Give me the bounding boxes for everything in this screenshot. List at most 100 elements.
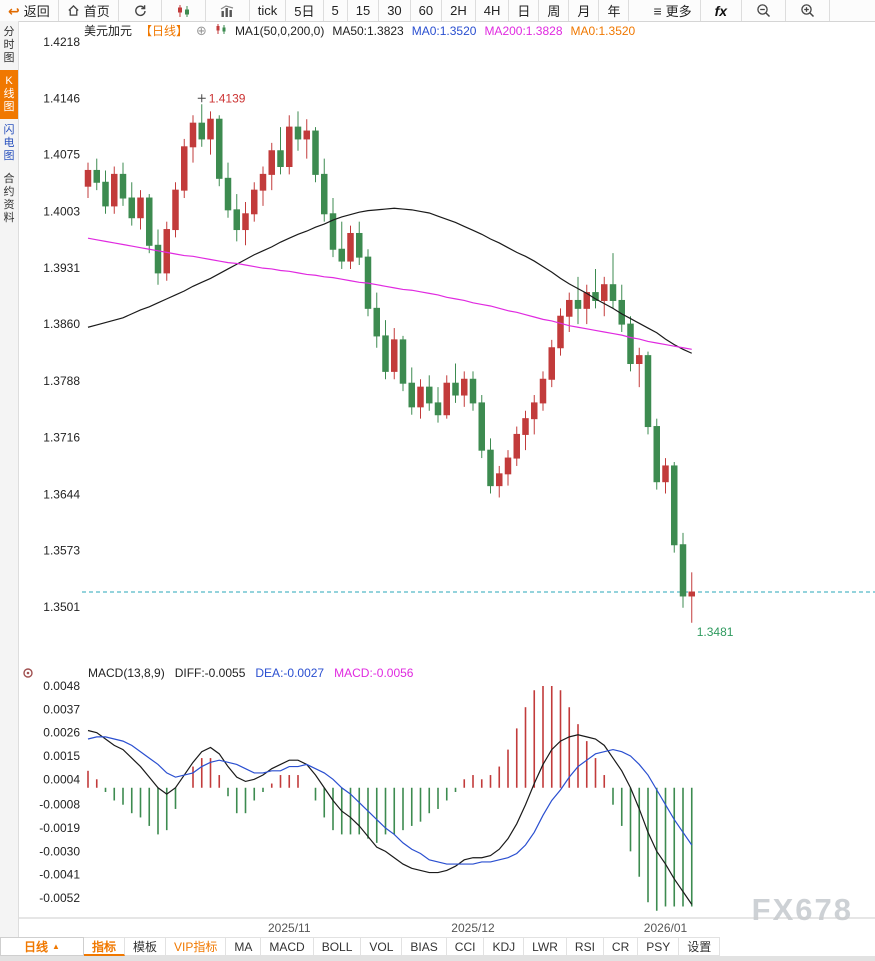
tab-ma[interactable]: MA (226, 937, 262, 956)
svg-text:2025/11: 2025/11 (268, 921, 311, 935)
period-selector[interactable]: 日线 ▲ (0, 937, 84, 956)
svg-text:1.3501: 1.3501 (43, 600, 80, 614)
ma0-value-orange: MA0:1.3520 (570, 23, 636, 38)
fx-icon: fx (714, 2, 728, 19)
tab-macd[interactable]: MACD (261, 937, 314, 956)
ma50-value: MA50:1.3823 (332, 23, 404, 38)
timeframe-monthly-button[interactable]: 月 (569, 0, 600, 21)
zoom-out-icon (756, 3, 771, 18)
refresh-icon (133, 4, 147, 18)
svg-text:0.0004: 0.0004 (43, 772, 80, 786)
tab-kdj[interactable]: KDJ (484, 937, 525, 956)
timeframe-weekly-button[interactable]: 周 (539, 0, 570, 21)
watermark: FX678 (751, 892, 853, 927)
tab-cci[interactable]: CCI (446, 937, 485, 956)
sidebar-item-kline[interactable]: K线图 (0, 70, 18, 119)
volume-chart-type-button[interactable] (206, 0, 250, 21)
home-label: 首页 (83, 4, 110, 19)
zoom-in-button[interactable] (786, 0, 831, 21)
more-button[interactable]: ≡ 更多 (645, 0, 701, 21)
svg-text:0.0048: 0.0048 (43, 679, 80, 693)
svg-text:1.3860: 1.3860 (43, 317, 80, 331)
timeframe-60m-button[interactable]: 60 (411, 0, 443, 21)
back-button[interactable]: ↩ 返回 (0, 0, 59, 21)
price-axis-labels: 1.4218 1.4146 1.4075 1.4003 1.3931 1.3860 1.37… (43, 35, 80, 614)
diff-line (87, 729, 693, 905)
svg-text:1.3931: 1.3931 (43, 261, 80, 275)
price-annotation-low: 1.3481 (697, 625, 734, 639)
timeframe-15m-button[interactable]: 15 (348, 0, 380, 21)
tab-psy[interactable]: PSY (638, 937, 680, 956)
timeframe-2h-button[interactable]: 2H (442, 0, 476, 21)
svg-text:2025/12: 2025/12 (451, 921, 495, 935)
svg-text:-0.0030: -0.0030 (39, 844, 80, 858)
svg-text:1.3644: 1.3644 (43, 487, 80, 501)
dea-line (87, 736, 693, 865)
candlestick-series (84, 104, 695, 623)
tab-lwr[interactable]: LWR (524, 937, 567, 956)
back-label: 返回 (23, 4, 50, 19)
menu-icon: ≡ (653, 2, 662, 19)
horizontal-scrollbar[interactable] (0, 956, 875, 961)
zoom-in-icon (800, 3, 815, 18)
svg-text:-0.0052: -0.0052 (39, 891, 80, 905)
svg-text:0.0037: 0.0037 (43, 702, 80, 716)
ma50-line (87, 207, 692, 354)
gear-icon[interactable] (22, 667, 34, 679)
ma200-value: MA200:1.3828 (484, 23, 563, 38)
tab-vip-indicator[interactable]: VIP指标 (166, 937, 227, 956)
svg-text:0.0015: 0.0015 (43, 749, 80, 763)
svg-text:1.4075: 1.4075 (43, 148, 80, 162)
svg-text:1.4146: 1.4146 (43, 92, 80, 106)
period-selector-label: 日线 (24, 940, 49, 954)
tab-boll[interactable]: BOLL (313, 937, 362, 956)
indicator-bar: 日线 ▲ 指标 模板 VIP指标 MA MACD BOLL VOL BIAS C… (0, 937, 875, 956)
macd-params: MACD(13,8,9) (88, 666, 165, 680)
ma0-value-blue: MA0:1.3520 (411, 23, 477, 38)
home-icon (67, 4, 80, 17)
tab-vol[interactable]: VOL (361, 937, 403, 956)
timeframe-5d-button[interactable]: 5日 (286, 0, 324, 21)
sidebar-item-lightning[interactable]: 闪电图 (3, 124, 15, 162)
ma-settings-label: MA1(50,0,200,0) (234, 23, 325, 38)
candlestick-chart-type-button[interactable] (162, 0, 206, 21)
timeframe-daily-button[interactable]: 日 (509, 0, 540, 21)
timeframe-5m-button[interactable]: 5 (324, 0, 348, 21)
svg-text:-0.0019: -0.0019 (39, 821, 80, 835)
x-axis-labels: 2025/11 2025/12 2026/01 (18, 917, 875, 935)
svg-text:1.3788: 1.3788 (43, 374, 80, 388)
expand-icon[interactable]: ⊕ (196, 23, 207, 38)
back-icon: ↩ (8, 2, 20, 19)
zoom-out-button[interactable] (742, 0, 787, 21)
chart-legend: 美元加元 【日线】 ⊕ MA1(50,0,200,0) MA50:1.3823 … (18, 23, 636, 39)
tab-indicator[interactable]: 指标 (84, 937, 126, 956)
svg-text:-0.0041: -0.0041 (39, 868, 80, 882)
tab-template[interactable]: 模板 (125, 937, 167, 956)
ma200-line (87, 237, 692, 350)
refresh-button[interactable] (119, 0, 162, 21)
timeframe-30m-button[interactable]: 30 (379, 0, 411, 21)
fx-indicator-button[interactable]: fx (701, 0, 743, 21)
home-button[interactable]: 首页 (59, 0, 119, 21)
svg-text:0.0026: 0.0026 (43, 726, 80, 740)
tab-bias[interactable]: BIAS (402, 937, 447, 956)
svg-text:1.3481: 1.3481 (697, 625, 734, 639)
macd-legend: MACD(13,8,9) DIFF:-0.0055 DEA:-0.0027 MA… (18, 666, 413, 680)
timeframe-4h-button[interactable]: 4H (476, 0, 510, 21)
timeframe-tick-button[interactable]: tick (250, 0, 287, 21)
chart-canvas[interactable]: 1.4218 1.4146 1.4075 1.4003 1.3931 1.3860 1.37… (18, 21, 875, 936)
macd-diff-value: DIFF:-0.0055 (174, 666, 246, 680)
tab-settings[interactable]: 设置 (679, 937, 721, 956)
svg-text:1.4003: 1.4003 (43, 204, 80, 218)
chevron-up-icon: ▲ (52, 942, 60, 951)
mini-candle-icon (215, 23, 227, 38)
tab-cr[interactable]: CR (603, 937, 639, 956)
tab-rsi[interactable]: RSI (566, 937, 604, 956)
period-tag: 【日线】 (140, 24, 189, 38)
sidebar-item-timeshare[interactable]: 分时图 (3, 26, 15, 64)
timeframe-yearly-button[interactable]: 年 (599, 0, 630, 21)
volume-chart-icon (220, 4, 235, 18)
sidebar-item-contract-info[interactable]: 合约资料 (3, 173, 15, 224)
macd-histogram (87, 686, 693, 911)
macd-dea-value: DEA:-0.0027 (255, 666, 325, 680)
